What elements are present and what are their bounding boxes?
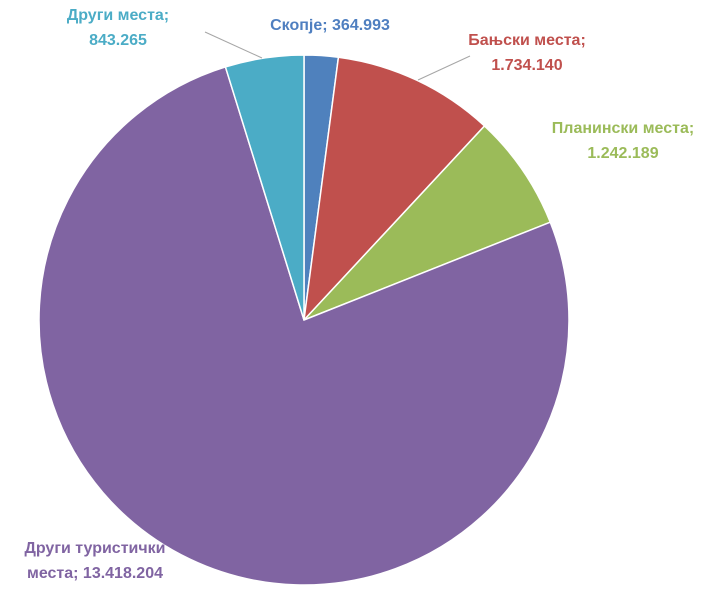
data-label: Планински места; 1.242.189 (552, 120, 694, 162)
leader-line (204, 31, 263, 59)
pie-slice (224, 54, 305, 321)
pie-slice (303, 124, 552, 321)
pie-slice (302, 56, 486, 323)
data-label: Скопје; 364.993 (270, 17, 390, 34)
data-label: Други туристички места; 13.418.204 (24, 540, 165, 582)
leader-line (417, 55, 471, 81)
pie-slice (38, 65, 570, 586)
data-label: Други места; 843.265 (67, 7, 169, 49)
data-label: Бањски места; 1.734.140 (468, 32, 586, 74)
